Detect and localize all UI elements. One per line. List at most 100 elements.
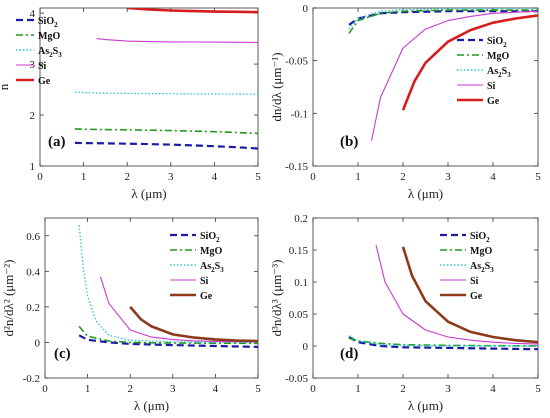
legend-label-mgo: MgO	[38, 31, 60, 42]
panel-b: 0 1 2 3 4 5 0 -0.05 -0.1 -0.15 λ (μm) dn/dλ (μm⁻¹) S…	[269, 3, 541, 201]
legend-label-as2s3: As2S3	[200, 261, 224, 274]
y-tick-label: -0.05	[285, 56, 308, 68]
plot-area	[348, 244, 538, 351]
x-tick-label: 3	[168, 171, 174, 183]
x-axis-label: λ (μm)	[408, 186, 443, 201]
plot-frame	[312, 7, 539, 167]
y-axis-label: d²n/dλ² (μm⁻²)	[1, 260, 16, 337]
legend-label-ge: Ge	[200, 291, 213, 302]
legend-label-mgo: MgO	[487, 51, 509, 62]
legend: SiO2 MgO As2S3 Si Ge	[170, 231, 224, 302]
legend-label-ge: Ge	[487, 96, 500, 107]
series-line-sio2	[348, 336, 538, 351]
plot-area	[348, 8, 538, 141]
panel-letter: (c)	[54, 346, 71, 362]
x-tick-label: 4	[490, 383, 496, 395]
y-axis-label: n	[0, 83, 11, 90]
x-tick-label: 0	[42, 383, 48, 395]
series-line-as2s3	[74, 91, 258, 95]
series-line-sio2	[348, 10, 538, 26]
legend-label-si: Si	[38, 61, 47, 72]
legend-label-ge: Ge	[38, 76, 51, 87]
series-line-ge	[401, 246, 538, 344]
legend-label-ge: Ge	[470, 291, 483, 302]
legend: SiO2 MgO As2S3 Si Ge	[457, 36, 511, 107]
plot-area	[78, 225, 258, 348]
series-line-mgo	[78, 325, 258, 345]
series-line-as2s3	[78, 225, 258, 343]
y-tick-label: 0.15	[289, 245, 309, 257]
y-tick-label: 0	[303, 3, 309, 15]
legend-label-as2s3: As2S3	[470, 261, 494, 274]
plot-frame	[39, 7, 259, 167]
plot-frame	[312, 217, 539, 379]
x-tick-label: 2	[400, 383, 406, 395]
series-line-ge	[129, 306, 258, 343]
x-tick-label: 0	[310, 171, 316, 183]
y-tick-label: -0.2	[23, 373, 40, 385]
y-tick-label: 0	[35, 337, 41, 349]
x-tick-label: 3	[170, 383, 176, 395]
x-tick-label: 5	[535, 171, 541, 183]
series-line-ge	[127, 8, 258, 14]
legend-label-si: Si	[487, 81, 496, 92]
y-tick-label: 0.4	[26, 266, 40, 278]
y-tick-label: -0.1	[291, 108, 308, 120]
plot-frame	[44, 217, 259, 379]
y-tick-label: 0.1	[294, 277, 308, 289]
x-tick-label: 2	[127, 383, 133, 395]
legend-label-as2s3: As2S3	[38, 46, 62, 59]
series-line-as2s3	[348, 8, 538, 30]
x-tick-label: 2	[124, 171, 130, 183]
legend: SiO2 MgO As2S3 Si Ge	[440, 231, 494, 302]
x-tick-label: 1	[355, 383, 361, 395]
panel-c: 0 1 2 3 4 5-0.200.20.40.6λ (μm)d²n/dλ² (μm⁻²)…	[1, 217, 261, 413]
x-tick-label: 5	[255, 383, 261, 395]
x-tick-label: 2	[400, 171, 406, 183]
x-tick-label: 1	[85, 383, 91, 395]
panel-letter: (d)	[340, 346, 358, 362]
series-line-ge	[401, 14, 538, 111]
series-line-si	[370, 10, 538, 141]
legend-label-sio2: SiO2	[487, 36, 507, 49]
y-tick-label: -0.05	[285, 373, 308, 385]
legend-label-mgo: MgO	[470, 246, 492, 257]
y-tick-label: -0.15	[285, 161, 308, 173]
x-tick-label: 4	[490, 171, 496, 183]
y-tick-label: 0	[303, 341, 309, 353]
plot-area	[74, 8, 258, 150]
legend-label-sio2: SiO2	[38, 16, 58, 29]
legend-label-as2s3: As2S3	[487, 66, 511, 79]
series-line-si	[375, 244, 538, 345]
series-line-mgo	[348, 9, 538, 34]
x-axis-label: λ (μm)	[131, 186, 166, 201]
y-tick-label: 2	[30, 110, 36, 122]
panel-letter: (a)	[48, 134, 66, 150]
legend-label-si: Si	[470, 276, 479, 287]
legend-label-sio2: SiO2	[200, 231, 220, 244]
series-line-as2s3	[348, 335, 538, 347]
x-axis-label: λ (μm)	[408, 398, 443, 413]
x-tick-label: 4	[213, 383, 219, 395]
y-axis-label: dn/dλ (μm⁻¹)	[269, 52, 284, 121]
legend-label-mgo: MgO	[200, 246, 222, 257]
legend-label-sio2: SiO2	[470, 231, 490, 244]
x-tick-label: 0	[37, 171, 43, 183]
series-line-si	[99, 276, 258, 343]
series-line-si	[96, 38, 258, 43]
y-axis-label: d³n/dλ³ (μm⁻³)	[269, 260, 284, 337]
x-tick-label: 3	[445, 171, 451, 183]
x-tick-label: 0	[310, 383, 316, 395]
y-tick-label: 1	[30, 161, 36, 173]
y-tick-label: 0.6	[26, 231, 40, 243]
x-tick-label: 5	[255, 171, 261, 183]
x-tick-label: 5	[535, 383, 541, 395]
x-tick-label: 4	[212, 171, 218, 183]
series-line-mgo	[74, 128, 258, 135]
legend: SiO2 MgO As2S3 Si Ge	[16, 16, 62, 87]
panel-letter: (b)	[340, 134, 358, 150]
x-tick-label: 1	[355, 171, 361, 183]
